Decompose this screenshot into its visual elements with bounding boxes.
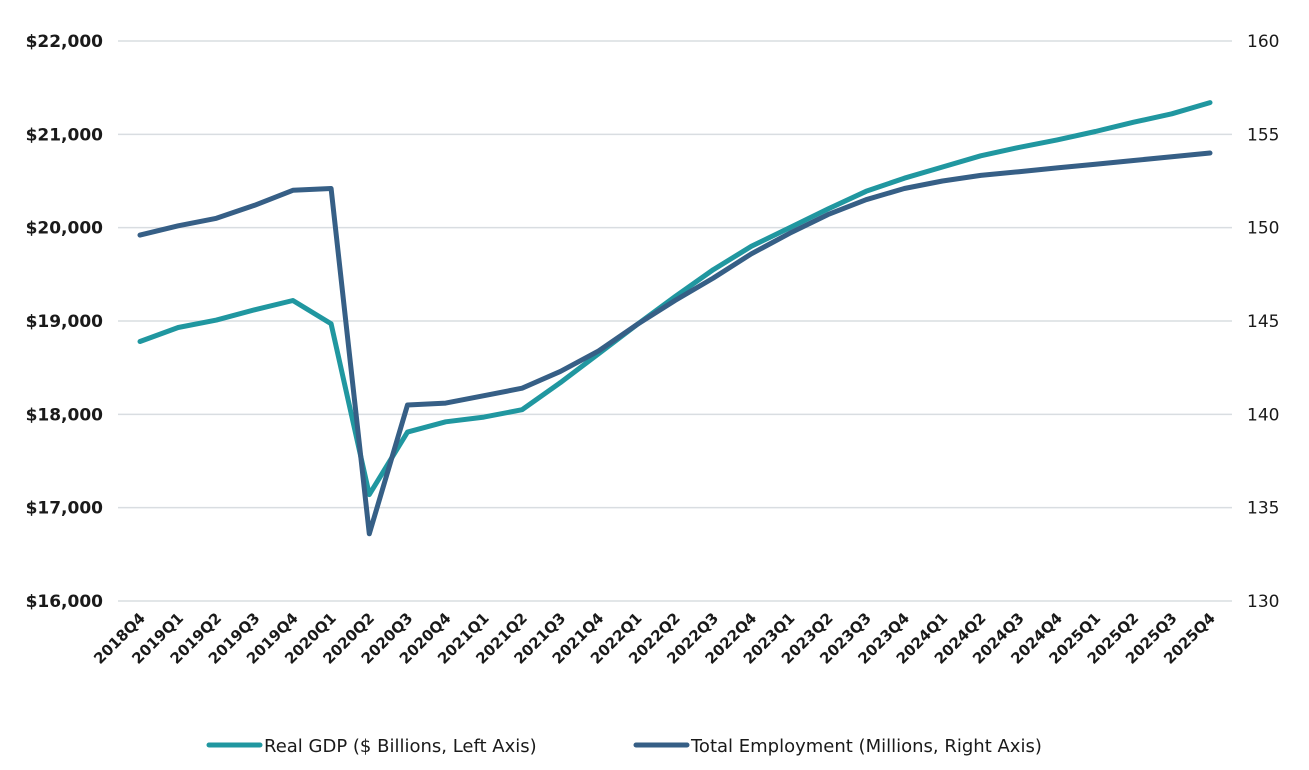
- left-axis-tick-label: $21,000: [26, 125, 104, 145]
- right-axis-tick-label: 145: [1247, 312, 1279, 332]
- right-axis-tick-label: 160: [1247, 32, 1279, 52]
- left-axis-tick-label: $16,000: [26, 592, 104, 612]
- left-axis-tick-label: $22,000: [26, 32, 104, 52]
- series-line-real-gdp: [137, 100, 1213, 498]
- legend-label-total-employment: Total Employment (Millions, Right Axis): [690, 736, 1042, 757]
- right-axis-tick-label: 155: [1247, 125, 1279, 145]
- right-axis-tick-label: 150: [1247, 219, 1279, 239]
- legend-label-real-gdp: Real GDP ($ Billions, Left Axis): [264, 736, 537, 757]
- series-line-total-employment: [137, 150, 1213, 537]
- right-axis-tick-label: 135: [1247, 499, 1279, 519]
- left-axis-tick-label: $19,000: [26, 312, 104, 332]
- left-axis-tick-label: $20,000: [26, 219, 104, 239]
- right-axis-tick-label: 130: [1247, 592, 1279, 612]
- left-axis-tick-label: $17,000: [26, 499, 104, 519]
- right-axis-tick-label: 140: [1247, 405, 1279, 425]
- left-axis-tick-label: $18,000: [26, 405, 104, 425]
